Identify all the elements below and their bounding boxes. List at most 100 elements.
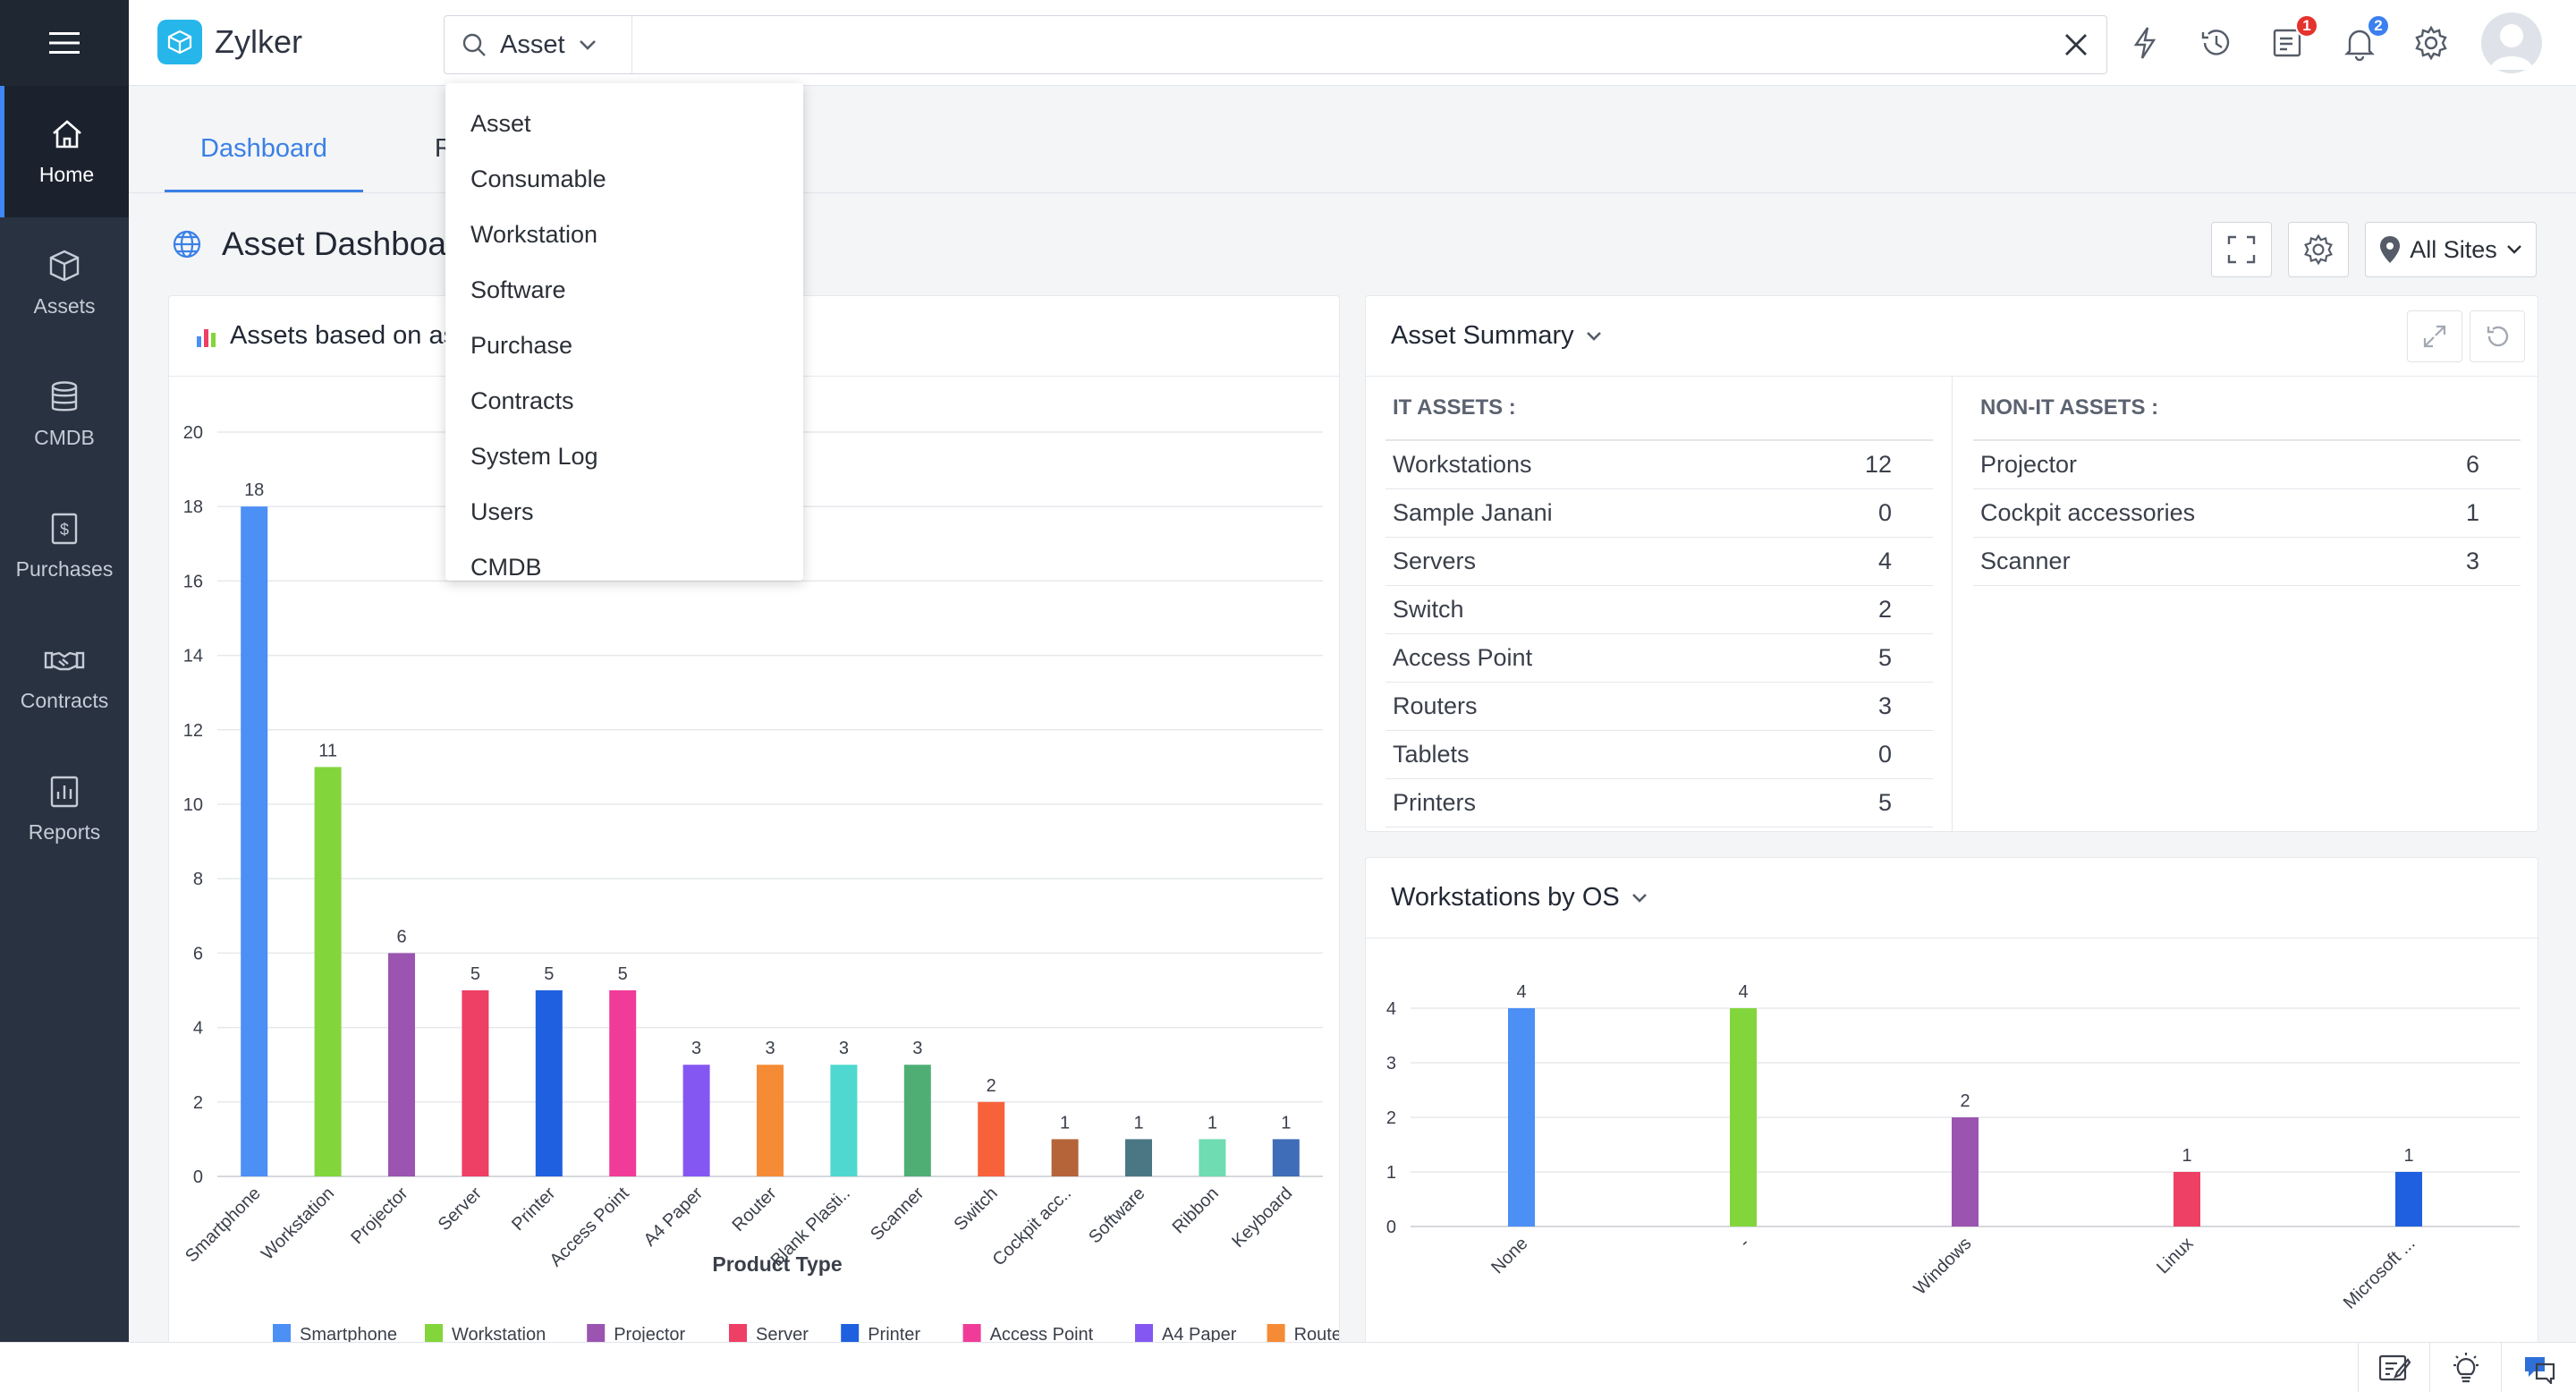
it-asset-row[interactable]: Tablets 0 (1385, 731, 1933, 779)
summary-refresh-button[interactable] (2470, 310, 2525, 362)
user-avatar[interactable] (2481, 13, 2542, 73)
legend-item[interactable]: Projector (614, 1325, 685, 1345)
it-asset-row[interactable]: Access Point 5 (1385, 634, 1933, 683)
it-asset-row[interactable]: Routers 3 (1385, 683, 1933, 731)
it-asset-row[interactable]: Servers 4 (1385, 538, 1933, 586)
close-icon[interactable] (2062, 30, 2090, 59)
non-it-asset-row[interactable]: Scanner 3 (1973, 538, 2521, 586)
bar-a4-paper[interactable] (682, 1065, 710, 1176)
bar-smartphone[interactable] (241, 506, 268, 1176)
gear-icon (2415, 25, 2447, 61)
asset-type-count: 5 (1877, 644, 1892, 671)
notifications-button[interactable]: 2 (2340, 14, 2390, 63)
location-pin-icon (2380, 236, 2401, 263)
bar-server[interactable] (462, 990, 489, 1176)
bar-windows[interactable] (1952, 1117, 1979, 1226)
scope-option-consumable[interactable]: Consumable (470, 165, 606, 192)
sidebar-item-home[interactable]: Home (0, 86, 129, 217)
asset-type-name: Servers (1393, 547, 1477, 574)
bar-access-point[interactable] (609, 990, 637, 1176)
asset-summary-title-dropdown[interactable]: Asset Summary (1391, 321, 1603, 351)
scope-option-users[interactable]: Users (470, 497, 534, 525)
sidebar-item-assets[interactable]: Assets (0, 217, 129, 349)
chat-button[interactable] (2501, 1343, 2576, 1392)
settings-button[interactable] (2411, 23, 2451, 63)
it-asset-row[interactable]: Switch 2 (1385, 586, 1933, 634)
bar-value-label: 1 (1208, 1113, 1217, 1133)
scope-option-purchase[interactable]: Purchase (470, 331, 573, 359)
app-logo[interactable]: Zylker (157, 20, 302, 64)
bar-keyboard[interactable] (1272, 1139, 1300, 1176)
dashboard-settings-button[interactable] (2288, 222, 2349, 277)
legend-item[interactable]: Server (756, 1325, 809, 1345)
x-tick-label: Access Point (546, 1184, 633, 1271)
sidebar-item-contracts[interactable]: Contracts (0, 612, 129, 743)
bar-value-label: 1 (2182, 1146, 2191, 1166)
scope-option-system-log[interactable]: System Log (470, 442, 598, 470)
tab-dashboard[interactable]: Dashboard (165, 107, 363, 193)
asset-type-count: 12 (1864, 451, 1892, 478)
legend-item[interactable]: Printer (868, 1325, 920, 1345)
bar-value-label: 11 (318, 741, 337, 760)
it-asset-row[interactable]: Workstations 12 (1385, 441, 1933, 489)
sidebar-item-cmdb[interactable]: CMDB (0, 349, 129, 480)
assets-bar-chart: 0246810121416182018Smartphone11Workstati… (182, 423, 1339, 1345)
legend-item[interactable]: Smartphone (300, 1325, 397, 1345)
scope-option-cmdb[interactable]: CMDB (470, 553, 542, 581)
scope-option-software[interactable]: Software (470, 276, 566, 303)
fullscreen-button[interactable] (2211, 222, 2272, 277)
scope-option-contracts[interactable]: Contracts (470, 386, 574, 414)
bar-microsoft-[interactable] (2395, 1172, 2422, 1226)
tasks-button[interactable]: 1 (2268, 14, 2318, 63)
search-input[interactable] (634, 16, 2049, 73)
bar-printer[interactable] (535, 990, 563, 1176)
bar-cockpit-acc-[interactable] (1051, 1139, 1079, 1176)
legend-item[interactable]: Access Point (990, 1325, 1094, 1345)
bar-none[interactable] (1508, 1008, 1535, 1226)
user-avatar-icon (2490, 24, 2533, 70)
scope-option-asset[interactable]: Asset (470, 109, 531, 137)
legend-item[interactable]: Workstation (452, 1325, 546, 1345)
bar-value-label: 2 (1960, 1091, 1970, 1111)
menu-toggle-button[interactable] (0, 0, 129, 86)
quick-actions-button[interactable] (2125, 23, 2165, 63)
bar-switch[interactable] (978, 1101, 1005, 1176)
legend-swatch (1135, 1324, 1153, 1342)
sidebar-item-purchases[interactable]: $ Purchases (0, 480, 129, 612)
svg-text:$: $ (60, 521, 69, 539)
search-scope-dropdown[interactable]: Asset (445, 16, 632, 73)
scope-option-workstation[interactable]: Workstation (470, 220, 598, 248)
legend-swatch (962, 1324, 981, 1342)
history-button[interactable] (2197, 23, 2236, 63)
tips-button[interactable] (2429, 1343, 2501, 1392)
bar-scanner[interactable] (903, 1065, 931, 1176)
bar--[interactable] (1730, 1008, 1757, 1226)
bar-software[interactable] (1125, 1139, 1152, 1176)
bar-ribbon[interactable] (1199, 1139, 1226, 1176)
x-tick-label: Switch (951, 1184, 1002, 1235)
workstations-os-header[interactable]: Workstations by OS (1366, 858, 2538, 938)
legend-item[interactable]: A4 Paper (1162, 1325, 1237, 1345)
bar-workstation[interactable] (314, 767, 342, 1176)
feedback-button[interactable] (2358, 1343, 2429, 1392)
bar-blank-plasti-[interactable] (830, 1065, 858, 1176)
site-selector[interactable]: All Sites (2365, 222, 2537, 277)
dollar-doc-icon: $ (51, 513, 78, 545)
legend-swatch (729, 1324, 747, 1342)
x-tick-label: Linux (2153, 1234, 2197, 1277)
non-it-asset-row[interactable]: Projector 6 (1973, 441, 2521, 489)
y-tick-label: 4 (1386, 999, 1396, 1019)
tabs-divider (129, 192, 2576, 193)
expand-arrows-icon (2423, 325, 2446, 347)
sidebar-item-reports[interactable]: Reports (0, 743, 129, 875)
asset-type-name: Switch (1393, 596, 1464, 623)
summary-expand-button[interactable] (2407, 310, 2462, 362)
non-it-asset-row[interactable]: Cockpit accessories 1 (1973, 489, 2521, 538)
it-asset-row[interactable]: Printers 5 (1385, 779, 1933, 828)
it-asset-row[interactable]: Sample Janani 0 (1385, 489, 1933, 538)
notifications-count-badge: 2 (2367, 14, 2390, 38)
bar-linux[interactable] (2174, 1172, 2200, 1226)
legend-item[interactable]: Router (1294, 1325, 1339, 1345)
bar-projector[interactable] (388, 953, 415, 1176)
bar-router[interactable] (757, 1065, 784, 1176)
